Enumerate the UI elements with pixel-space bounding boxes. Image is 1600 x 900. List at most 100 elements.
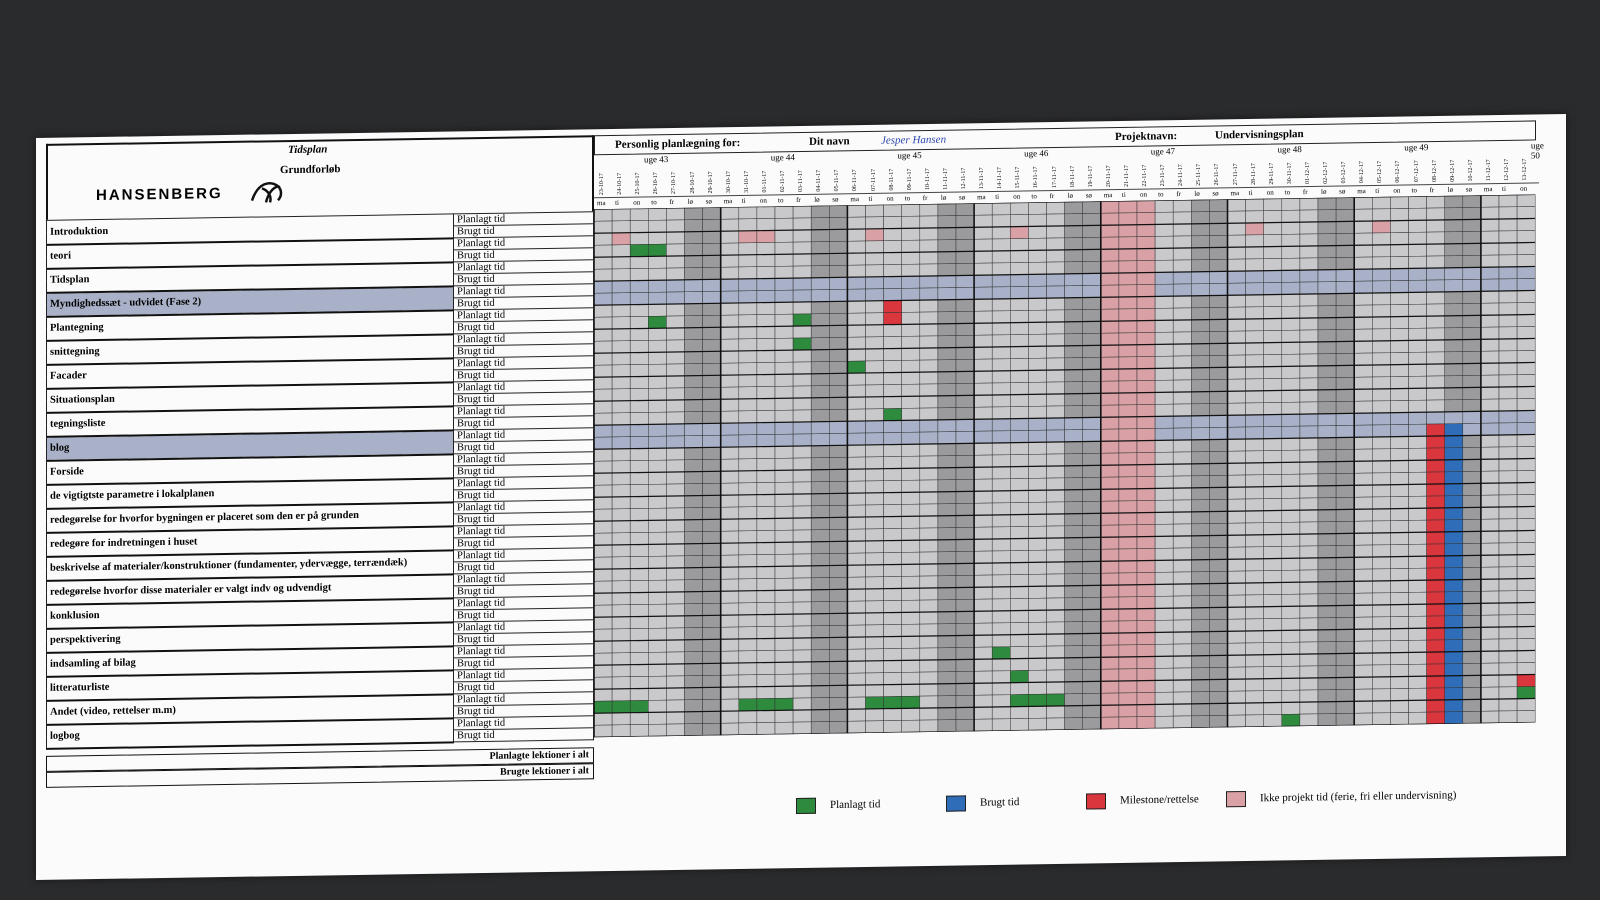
schedule-cell [1480,518,1500,532]
schedule-cell [648,243,667,257]
schedule-cell [1372,304,1391,318]
schedule-cell [1372,208,1391,222]
schedule-cell [1353,580,1373,594]
schedule-cell [1480,626,1500,640]
schedule-cell [1100,632,1120,646]
schedule-cell [810,421,830,435]
schedule-cell [1317,353,1337,367]
schedule-cell [1353,412,1373,426]
schedule-cell [1263,342,1283,355]
schedule-cell [594,256,613,270]
schedule-cell [774,445,794,459]
schedule-cell [1390,700,1409,713]
schedule-cell [720,326,740,340]
schedule-cell [1281,221,1301,235]
schedule-cell [901,443,921,457]
schedule-cell [1010,214,1029,227]
schedule-cell [883,276,902,289]
schedule-cell [1154,343,1174,357]
schedule-cell [1444,711,1464,725]
schedule-cell [1390,328,1409,341]
schedule-cell [991,718,1011,732]
schedule-cell [1281,449,1301,463]
schedule-cell [1317,665,1337,679]
schedule-cell [648,579,667,593]
date-label: 13-11-17 [979,167,986,190]
schedule-cell [1263,210,1283,223]
schedule-cell [702,374,721,388]
schedule-cell [756,554,776,567]
schedule-cell [883,312,902,325]
schedule-cell [1010,478,1029,491]
schedule-cell [1263,270,1283,283]
schedule-cell [1498,638,1518,652]
schedule-cell [991,358,1011,372]
schedule-cell [1462,507,1482,520]
schedule-cell [1317,233,1337,247]
schedule-cell [594,532,613,546]
schedule-cell [1028,261,1047,275]
schedule-cell [594,592,613,606]
schedule-cell [865,576,884,590]
schedule-cell [720,374,740,388]
schedule-cell [1263,594,1283,607]
schedule-cell [1100,704,1120,718]
schedule-cell [1082,501,1102,514]
schedule-cell [1154,403,1174,417]
schedule-cell [756,470,776,483]
schedule-cell [1462,423,1482,436]
schedule-cell [810,433,830,447]
schedule-cell [1299,677,1319,691]
schedule-cell [738,374,758,388]
schedule-cell [865,540,884,554]
schedule-cell [1082,201,1102,214]
task-divider [594,265,1536,282]
schedule-cell [666,243,685,257]
schedule-cell [611,412,631,426]
schedule-cell [1263,294,1283,307]
schedule-cell [629,448,649,461]
schedule-cell [1480,398,1500,412]
schedule-cell [1281,257,1301,271]
schedule-cell [1281,677,1301,691]
schedule-cell [955,551,975,564]
weekday-label: ma [1357,187,1366,196]
schedule-cell [792,373,812,387]
schedule-cell [1335,209,1355,222]
schedule-cell [1353,268,1373,282]
schedule-cell [901,587,921,601]
schedule-cell [774,241,794,255]
schedule-cell [648,519,667,533]
legend-swatch [796,797,816,815]
schedule-cell [594,640,613,654]
schedule-cell [1046,465,1065,479]
schedule-cell [1317,281,1337,295]
schedule-cell [792,313,812,327]
schedule-cell [594,352,613,366]
schedule-cell [1046,201,1065,215]
schedule-cell [1516,362,1536,375]
schedule-cell [1209,211,1228,224]
schedule-cell [1281,413,1301,427]
schedule-cell [702,590,721,604]
schedule-cell [973,262,993,276]
schedule-cell [865,660,884,674]
schedule-cell [1498,590,1518,604]
schedule-cell [1390,232,1409,245]
schedule-cell [1172,319,1192,333]
schedule-cell [919,467,939,481]
date-label: 25-10-17 [635,172,642,195]
schedule-cell [1245,234,1264,248]
schedule-cell [1516,302,1536,315]
schedule-cell [1462,219,1482,232]
legend-item: Milestone/rettelse [1086,792,1199,810]
weekday-label: on [1393,186,1401,195]
schedule-cell [1010,346,1029,359]
schedule-cell [1209,427,1228,440]
schedule-cell [1444,555,1464,569]
schedule-cell [973,490,993,504]
schedule-cell [937,491,957,505]
schedule-cell [1100,584,1120,598]
schedule-cell [1498,434,1518,448]
hansenberg-logo: HANSENBERG [96,185,223,205]
